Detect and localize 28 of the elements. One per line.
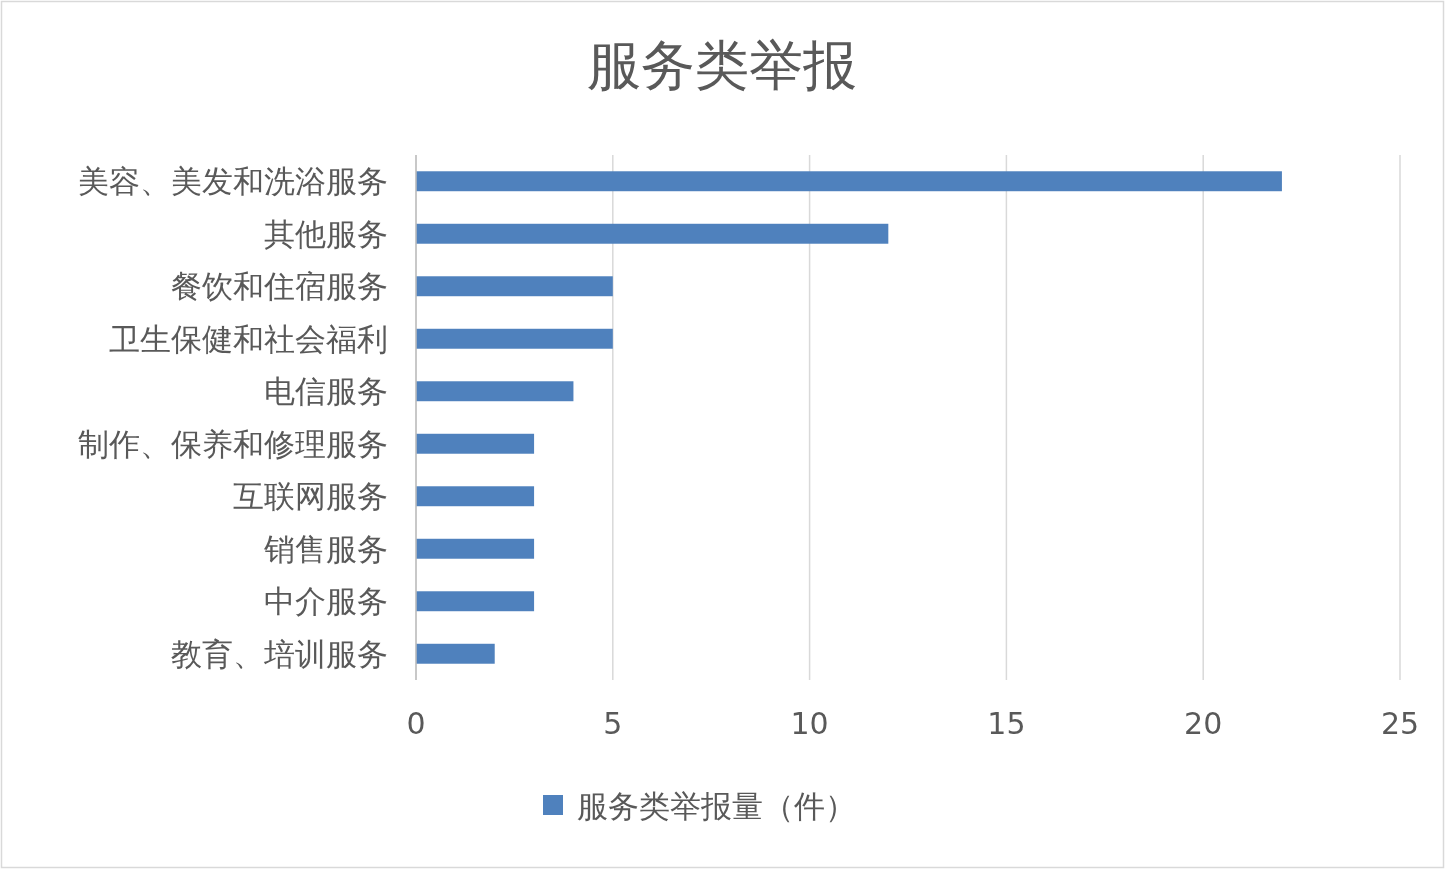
bar	[416, 643, 495, 664]
bar	[416, 538, 535, 559]
bar	[416, 591, 535, 612]
chart-title: 服务类举报	[587, 34, 857, 97]
bar	[416, 328, 613, 349]
x-tick-label: 15	[987, 706, 1026, 741]
x-tick-label: 20	[1184, 706, 1223, 741]
bar	[416, 223, 889, 244]
bar	[416, 486, 535, 507]
y-tick-label: 中介服务	[264, 583, 388, 620]
y-tick-label: 卫生保健和社会福利	[109, 320, 388, 357]
legend-label: 服务类举报量（件）	[577, 787, 856, 824]
y-tick-label: 电信服务	[264, 373, 388, 410]
y-tick-label: 餐饮和住宿服务	[171, 268, 388, 305]
y-tick-label: 销售服务	[263, 530, 388, 567]
bar	[416, 276, 613, 297]
y-tick-label: 制作、保养和修理服务	[78, 425, 388, 462]
y-tick-label: 美容、美发和洗浴服务	[78, 163, 388, 200]
x-tick-label: 5	[603, 706, 623, 741]
y-tick-label: 其他服务	[264, 215, 388, 252]
bar	[416, 381, 574, 402]
bar	[416, 433, 535, 454]
bar	[416, 171, 1282, 192]
x-tick-label: 25	[1380, 706, 1420, 741]
y-tick-label: 教育、培训服务	[171, 635, 388, 672]
x-tick-label: 10	[790, 706, 829, 741]
x-tick-label: 0	[406, 706, 426, 741]
y-tick-label: 互联网服务	[233, 478, 388, 515]
